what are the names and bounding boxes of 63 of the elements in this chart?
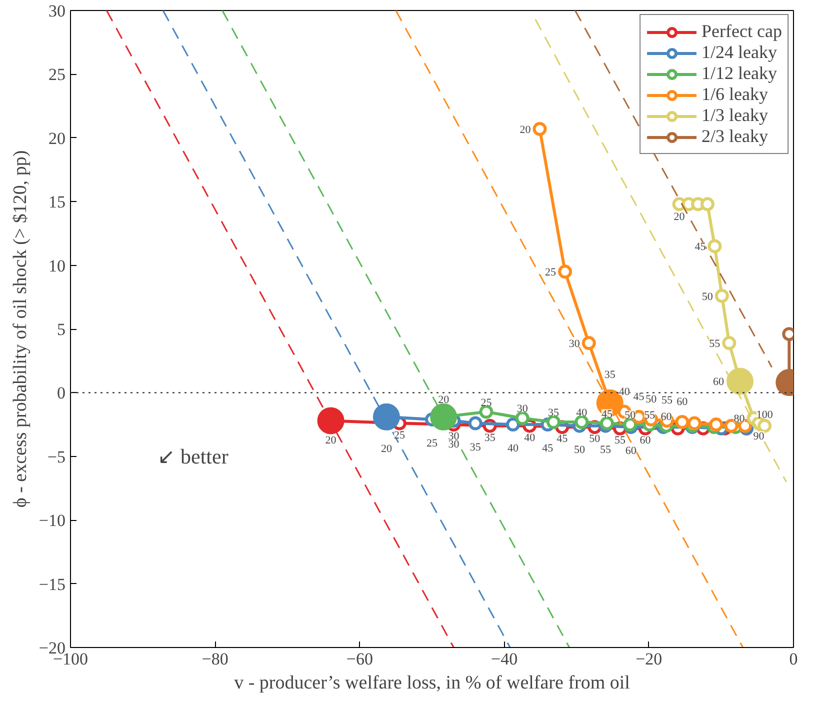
annotation: 90 [753,430,765,442]
annotation: 40 [507,442,519,455]
annotation: 60 [625,445,637,458]
y-axis-title: ϕ - excess probability of oil shock (> $120, pp) [10,150,31,508]
annotation: 55 [614,434,626,446]
annotation: 45 [556,433,568,446]
annotation: 60 [640,434,652,446]
legend-label: 1/24 leaky [702,42,778,63]
annotation: 60 [713,376,724,388]
y-tick-label: 5 [57,320,66,339]
annotation: 35 [604,368,616,381]
annotation: 55 [644,410,656,422]
x-tick-label: −80 [202,650,228,668]
annotation: 35 [548,407,560,419]
legend-label: 1/6 leaky [702,84,768,105]
annotation: 40 [576,407,588,419]
y-tick-label: −10 [38,511,66,530]
annotation: 30 [568,338,580,350]
annotation: 20 [520,124,532,136]
x-tick-label: −60 [346,650,373,668]
legend-label: 1/12 leaky [702,63,778,84]
legend-label: Perfect cap [702,21,782,42]
x-axis-title: v - producer’s welfare loss, in % of welfare from oil [234,672,630,694]
annotation: ↙ better [157,444,228,468]
annotation: 25 [426,437,438,450]
annotation: 20 [325,434,337,447]
annotation: 50 [646,393,658,406]
annotation: 20 [674,211,686,224]
annotation: 60 [660,410,672,423]
annotation: 100 [756,408,774,421]
annotation: 45 [633,390,645,403]
annotation: 35 [470,441,482,454]
annotation: 20 [438,394,450,406]
annotation: 25 [394,429,406,442]
y-tick-label: 0 [57,384,66,403]
annotation: 25 [545,266,557,279]
y-tick-label: 30 [48,2,66,20]
y-tick-label: 20 [48,128,66,148]
annotation: 40 [618,386,630,398]
x-tick-label: 0 [789,650,798,668]
legend-label: 2/3 leaky [702,126,768,147]
annotation: 50 [574,444,586,456]
annotation: 25 [480,396,492,409]
y-tick-label: −5 [47,447,66,466]
annotation: 45 [542,442,554,455]
annotation: 55 [661,394,673,407]
annotation: 60 [676,396,688,408]
x-tick-label: −20 [636,650,662,668]
annotation: 40 [524,432,536,444]
x-tick-label: −40 [491,650,518,668]
annotation: 55 [709,338,721,350]
annotation: 50 [702,290,714,303]
legend-label: 1/3 leaky [702,105,768,126]
annotation: 35 [484,432,496,444]
y-tick-label: 10 [48,256,66,276]
annotation: 50 [589,433,601,446]
annotation: 45 [694,241,706,254]
y-tick-label: 25 [48,65,66,84]
annotation: 45 [601,408,613,420]
y-tick-label: 15 [48,192,66,212]
annotation: 20 [380,442,392,455]
y-tick-label: −15 [38,574,66,594]
annotation: 55 [600,444,612,456]
